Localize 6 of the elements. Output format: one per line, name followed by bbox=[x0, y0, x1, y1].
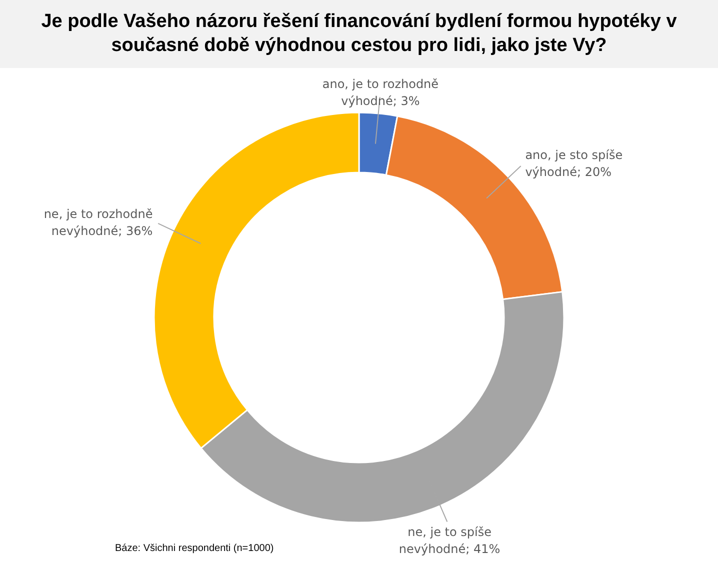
text: Báze: Všichni respondenti (n=1000) bbox=[115, 543, 274, 554]
slice-label: ano, je to rozhodně výhodné; 3% bbox=[322, 77, 439, 108]
slice-label: ano, je sto spíše výhodné; 20% bbox=[525, 148, 623, 179]
slice-label: ne, je to rozhodně nevýhodné; 36% bbox=[44, 206, 153, 238]
chart-title: Je podle Vašeho názoru řešení financování bydlení formou hypotéky v současné době výhodnou cestou pro lidi, jako jste Vy? bbox=[0, 0, 718, 68]
slice-label: ne, je to spíše nevýhodné; 41% bbox=[398, 525, 500, 556]
